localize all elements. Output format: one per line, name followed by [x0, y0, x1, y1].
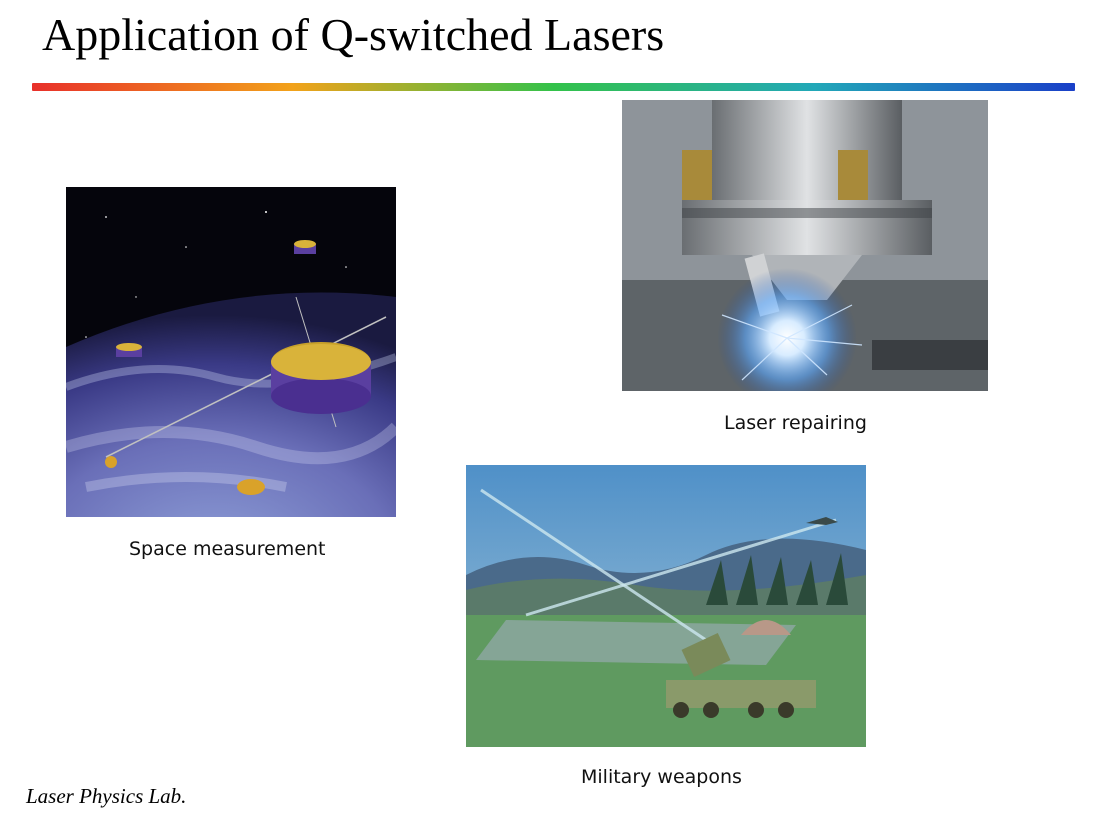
military-weapons-image — [466, 465, 866, 747]
military-weapons-caption: Military weapons — [581, 766, 742, 788]
space-measurement-image — [66, 187, 396, 517]
footer-lab-name: Laser Physics Lab. — [26, 784, 187, 808]
laser-repairing-caption: Laser repairing — [724, 412, 867, 434]
gradient-rule — [32, 83, 1075, 91]
space-measurement-caption: Space measurement — [129, 538, 326, 560]
laser-repairing-image — [622, 100, 988, 391]
slide-title: Application of Q-switched Lasers — [42, 9, 665, 60]
